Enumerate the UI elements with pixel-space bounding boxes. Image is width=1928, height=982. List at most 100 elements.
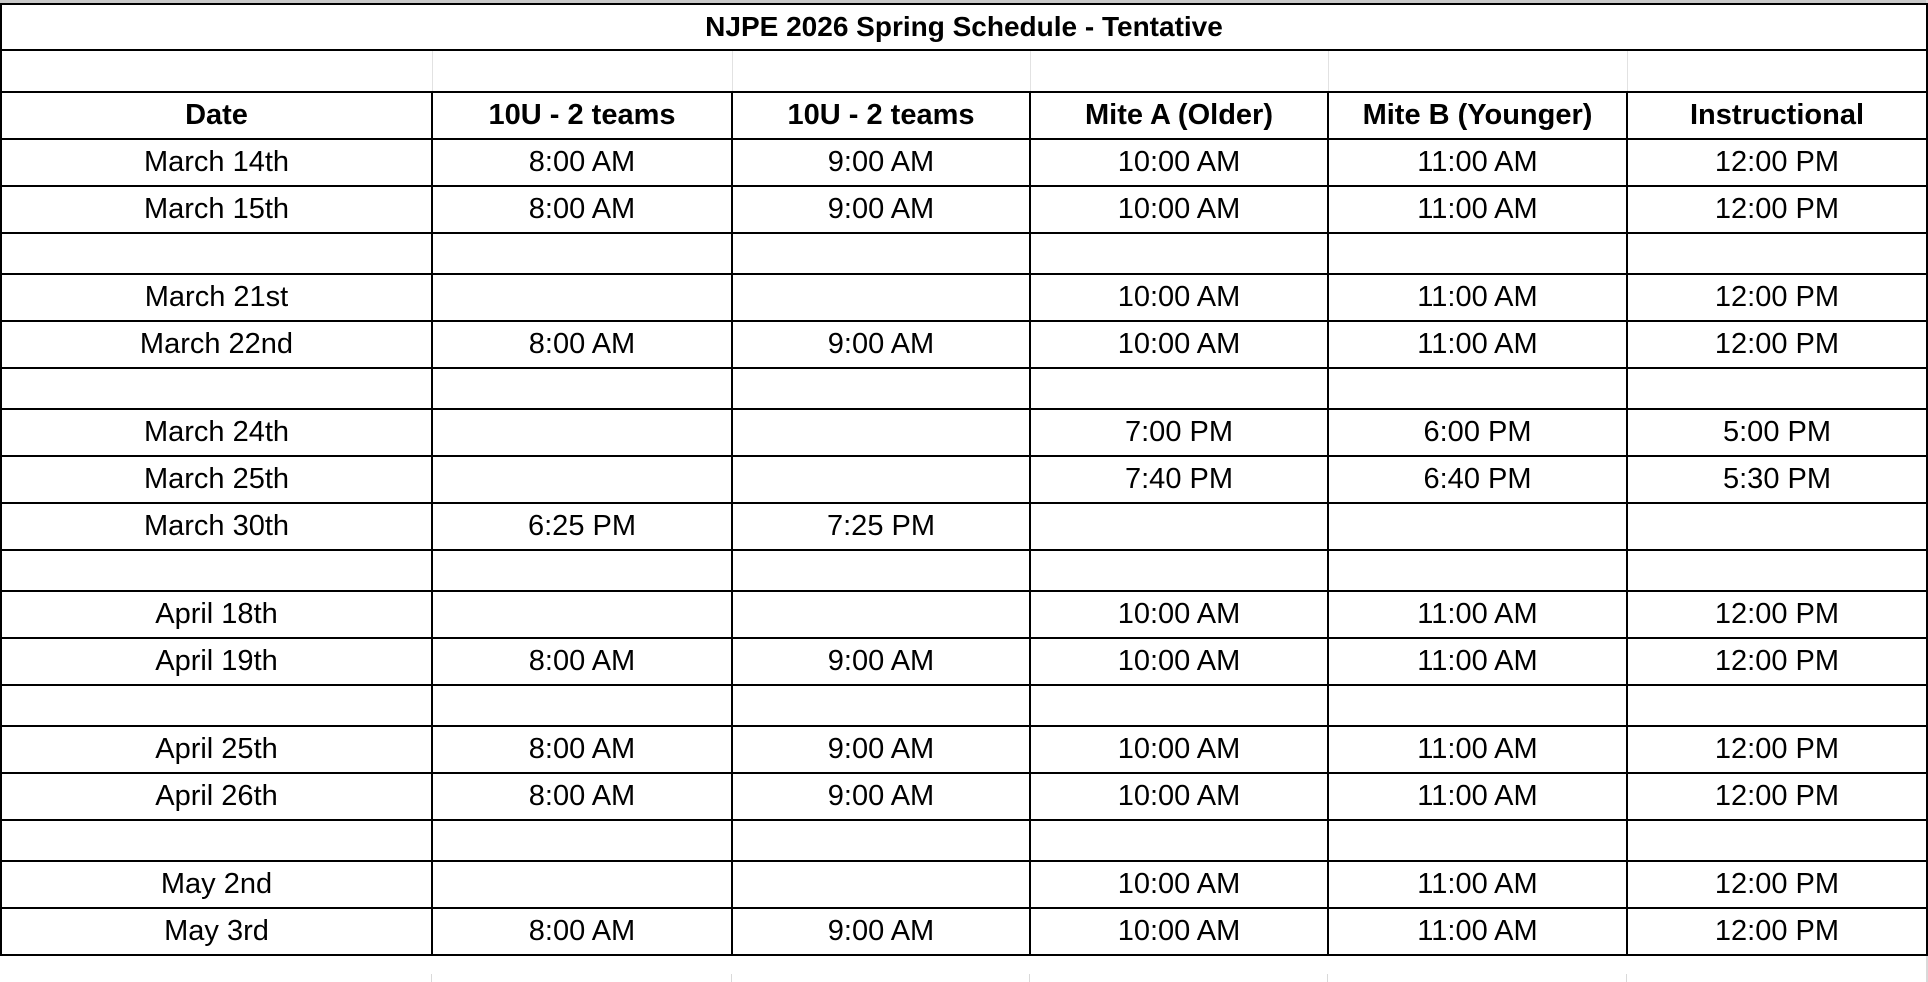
- time-cell[interactable]: [431, 819, 733, 862]
- time-cell[interactable]: 12:00 PM: [1626, 907, 1928, 956]
- date-cell[interactable]: [0, 367, 433, 410]
- date-cell[interactable]: May 3rd: [0, 907, 433, 956]
- time-cell[interactable]: 11:00 AM: [1327, 320, 1628, 369]
- time-cell[interactable]: [431, 408, 733, 457]
- time-cell[interactable]: 11:00 AM: [1327, 772, 1628, 821]
- header-mite-b[interactable]: Mite B (Younger): [1327, 91, 1628, 140]
- time-cell[interactable]: 10:00 AM: [1029, 273, 1329, 322]
- time-cell[interactable]: [1029, 367, 1329, 410]
- time-cell[interactable]: [1029, 502, 1329, 551]
- time-cell[interactable]: 8:00 AM: [431, 637, 733, 686]
- time-cell[interactable]: 12:00 PM: [1626, 637, 1928, 686]
- time-cell[interactable]: [431, 860, 733, 909]
- time-cell[interactable]: 10:00 AM: [1029, 637, 1329, 686]
- time-cell[interactable]: 8:00 AM: [431, 185, 733, 234]
- time-cell[interactable]: [731, 819, 1031, 862]
- time-cell[interactable]: [431, 232, 733, 275]
- date-cell[interactable]: March 14th: [0, 138, 433, 187]
- time-cell[interactable]: 11:00 AM: [1327, 860, 1628, 909]
- time-cell[interactable]: 7:00 PM: [1029, 408, 1329, 457]
- header-date[interactable]: Date: [0, 91, 433, 140]
- cell[interactable]: [1327, 49, 1628, 93]
- time-cell[interactable]: [1327, 819, 1628, 862]
- time-cell[interactable]: [1626, 684, 1928, 727]
- time-cell[interactable]: 6:40 PM: [1327, 455, 1628, 504]
- cell[interactable]: [431, 49, 733, 93]
- time-cell[interactable]: [1327, 367, 1628, 410]
- time-cell[interactable]: 8:00 AM: [431, 320, 733, 369]
- time-cell[interactable]: 9:00 AM: [731, 637, 1031, 686]
- date-cell[interactable]: March 15th: [0, 185, 433, 234]
- header-10u-a[interactable]: 10U - 2 teams: [431, 91, 733, 140]
- date-cell[interactable]: [0, 232, 433, 275]
- time-cell[interactable]: [431, 549, 733, 592]
- time-cell[interactable]: 12:00 PM: [1626, 185, 1928, 234]
- time-cell[interactable]: 8:00 AM: [431, 772, 733, 821]
- time-cell[interactable]: [1327, 684, 1628, 727]
- time-cell[interactable]: 10:00 AM: [1029, 860, 1329, 909]
- time-cell[interactable]: [731, 232, 1031, 275]
- date-cell[interactable]: May 2nd: [0, 860, 433, 909]
- date-cell[interactable]: April 25th: [0, 725, 433, 774]
- time-cell[interactable]: 10:00 AM: [1029, 907, 1329, 956]
- time-cell[interactable]: [731, 408, 1031, 457]
- time-cell[interactable]: 10:00 AM: [1029, 725, 1329, 774]
- time-cell[interactable]: [1029, 819, 1329, 862]
- time-cell[interactable]: [731, 367, 1031, 410]
- time-cell[interactable]: [1327, 549, 1628, 592]
- date-cell[interactable]: [0, 684, 433, 727]
- time-cell[interactable]: 12:00 PM: [1626, 320, 1928, 369]
- cell[interactable]: [1029, 49, 1329, 93]
- time-cell[interactable]: [431, 455, 733, 504]
- date-cell[interactable]: April 26th: [0, 772, 433, 821]
- time-cell[interactable]: 9:00 AM: [731, 907, 1031, 956]
- time-cell[interactable]: [431, 684, 733, 727]
- time-cell[interactable]: 5:30 PM: [1626, 455, 1928, 504]
- time-cell[interactable]: 10:00 AM: [1029, 590, 1329, 639]
- date-cell[interactable]: April 19th: [0, 637, 433, 686]
- time-cell[interactable]: [731, 455, 1031, 504]
- time-cell[interactable]: [1029, 232, 1329, 275]
- date-cell[interactable]: March 21st: [0, 273, 433, 322]
- date-cell[interactable]: March 24th: [0, 408, 433, 457]
- time-cell[interactable]: [1327, 232, 1628, 275]
- time-cell[interactable]: 12:00 PM: [1626, 772, 1928, 821]
- time-cell[interactable]: 8:00 AM: [431, 725, 733, 774]
- time-cell[interactable]: 8:00 AM: [431, 138, 733, 187]
- time-cell[interactable]: 7:25 PM: [731, 502, 1031, 551]
- date-cell[interactable]: [0, 819, 433, 862]
- cell[interactable]: [1626, 49, 1928, 93]
- time-cell[interactable]: 11:00 AM: [1327, 138, 1628, 187]
- time-cell[interactable]: [731, 684, 1031, 727]
- time-cell[interactable]: [731, 860, 1031, 909]
- time-cell[interactable]: 11:00 AM: [1327, 907, 1628, 956]
- time-cell[interactable]: 10:00 AM: [1029, 772, 1329, 821]
- time-cell[interactable]: 5:00 PM: [1626, 408, 1928, 457]
- time-cell[interactable]: 10:00 AM: [1029, 185, 1329, 234]
- time-cell[interactable]: [1029, 684, 1329, 727]
- time-cell[interactable]: [431, 590, 733, 639]
- date-cell[interactable]: April 18th: [0, 590, 433, 639]
- time-cell[interactable]: 11:00 AM: [1327, 185, 1628, 234]
- time-cell[interactable]: 10:00 AM: [1029, 320, 1329, 369]
- time-cell[interactable]: 11:00 AM: [1327, 590, 1628, 639]
- time-cell[interactable]: 10:00 AM: [1029, 138, 1329, 187]
- time-cell[interactable]: [1626, 232, 1928, 275]
- time-cell[interactable]: 12:00 PM: [1626, 590, 1928, 639]
- time-cell[interactable]: 7:40 PM: [1029, 455, 1329, 504]
- date-cell[interactable]: March 22nd: [0, 320, 433, 369]
- time-cell[interactable]: 9:00 AM: [731, 725, 1031, 774]
- time-cell[interactable]: [731, 590, 1031, 639]
- time-cell[interactable]: [1626, 367, 1928, 410]
- time-cell[interactable]: [731, 549, 1031, 592]
- date-cell[interactable]: March 25th: [0, 455, 433, 504]
- time-cell[interactable]: 9:00 AM: [731, 138, 1031, 187]
- time-cell[interactable]: 9:00 AM: [731, 772, 1031, 821]
- header-10u-b[interactable]: 10U - 2 teams: [731, 91, 1031, 140]
- time-cell[interactable]: 6:25 PM: [431, 502, 733, 551]
- time-cell[interactable]: 11:00 AM: [1327, 637, 1628, 686]
- time-cell[interactable]: 12:00 PM: [1626, 860, 1928, 909]
- cell[interactable]: [0, 49, 433, 93]
- time-cell[interactable]: 9:00 AM: [731, 320, 1031, 369]
- time-cell[interactable]: 12:00 PM: [1626, 725, 1928, 774]
